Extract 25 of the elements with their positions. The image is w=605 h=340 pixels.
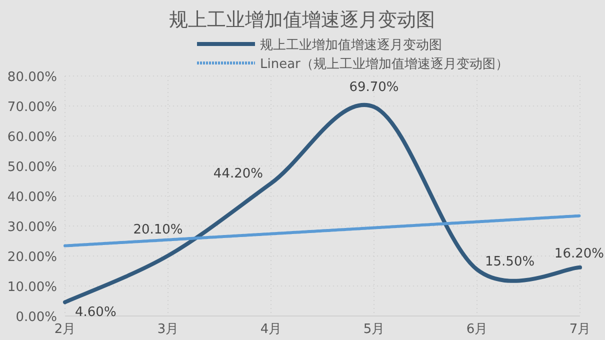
y-tick-label: 80.00% xyxy=(7,70,57,85)
x-tick-label: 3月 xyxy=(157,322,179,337)
y-tick-label: 50.00% xyxy=(7,160,57,175)
data-label: 15.50% xyxy=(485,254,535,270)
y-tick-label: 10.00% xyxy=(7,280,57,295)
line-series xyxy=(64,214,582,248)
data-label: 69.70% xyxy=(349,80,399,95)
y-tick-label: 20.00% xyxy=(7,250,57,265)
chart-title: 规上工业增加值增速逐月变动图 xyxy=(169,9,435,31)
x-tick-label: 5月 xyxy=(363,322,385,337)
x-tick-label: 4月 xyxy=(260,322,282,337)
x-tick-label: 6月 xyxy=(466,322,488,337)
x-tick-label: 7月 xyxy=(569,322,591,337)
y-tick-label: 70.00% xyxy=(7,100,57,115)
y-tick-label: 30.00% xyxy=(7,220,57,235)
data-label: 4.60% xyxy=(75,305,116,320)
legend-label: 规上工业增加值增速逐月变动图 xyxy=(260,38,442,53)
legend-label: Linear（规上工业增加值增速逐月变动图） xyxy=(260,57,508,72)
y-tick-label: 0.00% xyxy=(16,310,57,325)
data-label: 44.20% xyxy=(213,166,263,182)
x-tick-label: 2月 xyxy=(54,322,76,337)
y-tick-label: 40.00% xyxy=(7,190,57,205)
data-label: 20.10% xyxy=(133,222,183,238)
data-label: 16.20% xyxy=(554,246,604,262)
y-tick-label: 60.00% xyxy=(7,130,57,145)
